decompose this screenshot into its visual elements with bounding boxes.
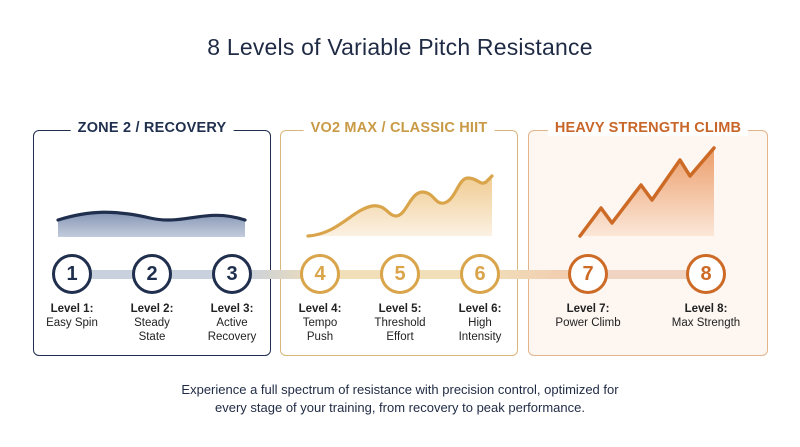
zone-title-recovery: ZONE 2 / RECOVERY — [70, 120, 234, 136]
level-desc: Push — [306, 331, 334, 343]
page-title: 8 Levels of Variable Pitch Resistance — [207, 34, 593, 60]
caption: Experience a full spectrum of resistance… — [0, 381, 800, 417]
level-node-7[interactable]: 7 — [568, 254, 608, 294]
level-title: Level 4: — [298, 303, 342, 315]
level-desc: Max Strength — [671, 317, 741, 329]
level-label-5: Level 5: Threshold Effort — [355, 302, 445, 344]
strength-zigzag-line — [578, 146, 716, 238]
zone-title-strength: HEAVY STRENGTH CLIMB — [547, 120, 749, 136]
level-label-7: Level 7: Power Climb — [543, 302, 633, 330]
zone-title-hiit: VO2 MAX / CLASSIC HIIT — [303, 120, 495, 136]
level-node-8[interactable]: 8 — [686, 254, 726, 294]
level-title: Level 5: — [378, 303, 422, 315]
zone-panel-strength: HEAVY STRENGTH CLIMB — [528, 120, 768, 356]
level-node-1[interactable]: 1 — [52, 254, 92, 294]
level-title: Level 6: — [458, 303, 502, 315]
level-node-2[interactable]: 2 — [132, 254, 172, 294]
level-title: Level 3: — [210, 303, 254, 315]
level-desc: Steady — [134, 317, 170, 329]
level-title: Level 1: — [50, 303, 94, 315]
level-desc: State — [138, 331, 166, 343]
level-desc: Recovery — [207, 331, 257, 343]
hiit-curve-area — [308, 176, 492, 236]
level-desc: Power Climb — [555, 317, 621, 329]
level-title: Level 7: — [566, 303, 610, 315]
level-label-6: Level 6: High Intensity — [435, 302, 525, 344]
level-node-3[interactable]: 3 — [212, 254, 252, 294]
level-desc: Active — [216, 317, 248, 329]
level-node-4[interactable]: 4 — [300, 254, 340, 294]
level-desc: Intensity — [458, 331, 502, 343]
caption-line-2: every stage of your training, from recov… — [215, 400, 585, 415]
level-label-4: Level 4: Tempo Push — [275, 302, 365, 344]
level-desc: Threshold — [374, 317, 426, 329]
level-label-3: Level 3: Active Recovery — [187, 302, 277, 344]
track-transition-2 — [480, 270, 588, 279]
level-label-2: Level 2: Steady State — [107, 302, 197, 344]
level-desc: Tempo — [302, 317, 338, 329]
track-transition-1 — [244, 270, 320, 279]
recovery-wave-line — [56, 210, 247, 222]
hiit-curve-line — [306, 174, 494, 238]
level-title: Level 2: — [130, 303, 174, 315]
caption-line-1: Experience a full spectrum of resistance… — [181, 382, 619, 397]
zone-panel-hiit: VO2 MAX / CLASSIC HIIT — [280, 120, 518, 356]
track-strength — [588, 270, 706, 279]
level-label-8: Level 8: Max Strength — [661, 302, 751, 330]
strength-zigzag-area — [580, 148, 714, 236]
level-desc: High — [468, 317, 492, 329]
level-node-6[interactable]: 6 — [460, 254, 500, 294]
level-title: Level 8: — [684, 303, 728, 315]
recovery-wave-area — [58, 212, 245, 237]
level-node-5[interactable]: 5 — [380, 254, 420, 294]
level-label-1: Level 1: Easy Spin — [27, 302, 117, 330]
level-desc: Easy Spin — [46, 317, 98, 329]
level-desc: Effort — [386, 331, 414, 343]
zone-panel-recovery: ZONE 2 / RECOVERY — [33, 120, 271, 356]
